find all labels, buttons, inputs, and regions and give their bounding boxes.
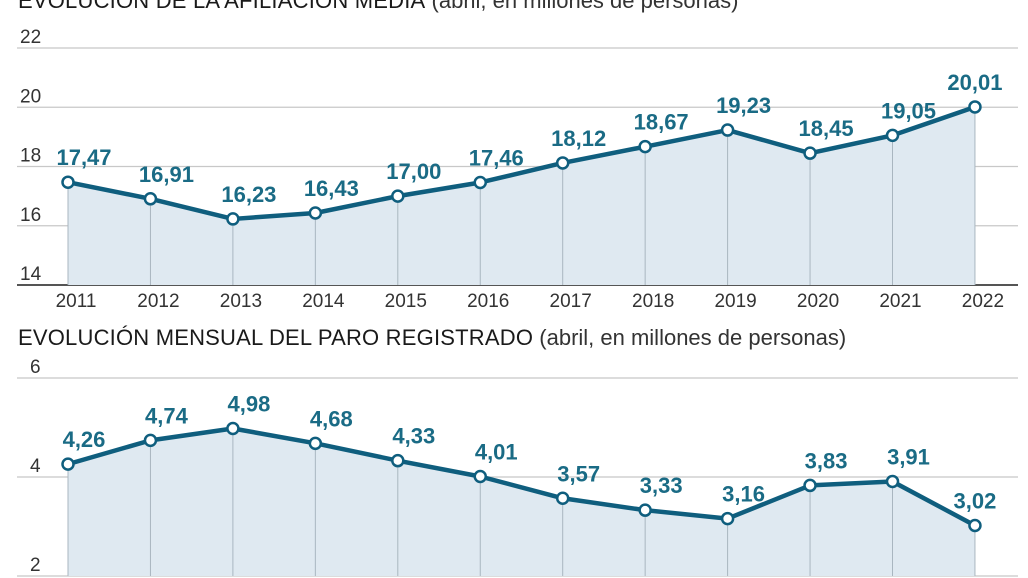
x-tick-label: 2021	[879, 291, 921, 312]
data-point	[391, 189, 405, 203]
chart-title-afiliacion: EVOLUCIÓN DE LA AFILIACIÓN MEDIA (abril,…	[18, 0, 738, 14]
title-subtitle: (abril, en millones de personas)	[431, 0, 739, 13]
data-label: 3,33	[640, 473, 683, 498]
x-tick-label: 2013	[220, 291, 262, 312]
data-label: 18,45	[799, 116, 854, 141]
y-tick-label: 22	[20, 27, 41, 48]
data-label: 20,01	[947, 70, 1002, 95]
data-point	[885, 128, 900, 143]
data-label: 4,68	[310, 406, 353, 431]
data-label: 19,23	[716, 93, 771, 118]
data-point	[308, 206, 323, 220]
data-point	[638, 139, 652, 154]
x-tick-label: 2019	[714, 291, 756, 312]
title-main: EVOLUCIÓN MENSUAL DEL PARO REGISTRADO	[18, 325, 534, 350]
title-subtitle: (abril, en millones de personas)	[539, 325, 847, 350]
x-tick-label: 2022	[962, 291, 1004, 312]
data-point	[885, 474, 900, 489]
data-point	[968, 518, 982, 533]
data-label: 3,91	[887, 444, 930, 469]
y-tick-label: 14	[20, 264, 42, 285]
data-label: 3,57	[557, 461, 600, 486]
x-tick-label: 2012	[137, 291, 179, 312]
y-tick-label: 4	[30, 456, 41, 477]
data-point	[143, 433, 158, 448]
x-tick-label: 2016	[467, 291, 509, 312]
data-point	[803, 146, 817, 160]
data-point	[61, 175, 75, 189]
y-tick-label: 16	[20, 205, 41, 226]
data-point	[638, 503, 652, 517]
data-label: 3,02	[954, 489, 997, 514]
data-label: 16,43	[304, 176, 359, 201]
data-point	[473, 175, 487, 190]
data-label: 16,91	[139, 162, 194, 187]
data-label: 19,05	[881, 98, 936, 123]
data-point	[226, 212, 240, 226]
data-label: 4,33	[392, 424, 435, 449]
data-label: 17,46	[469, 145, 524, 170]
x-tick-label: 2020	[797, 291, 839, 312]
data-point	[473, 469, 487, 484]
y-tick-label: 18	[20, 146, 41, 167]
data-point	[391, 453, 405, 468]
x-tick-label: 2018	[632, 291, 674, 312]
data-point	[555, 491, 570, 506]
data-label: 3,83	[805, 448, 848, 473]
data-point	[720, 511, 735, 526]
data-label: 4,01	[475, 440, 518, 465]
area-fill	[68, 106, 975, 285]
title-main: EVOLUCIÓN DE LA AFILIACIÓN MEDIA	[18, 0, 426, 13]
data-point	[555, 156, 570, 170]
x-tick-label: 2015	[385, 291, 427, 312]
y-tick-label: 6	[30, 357, 41, 378]
area-fill	[68, 428, 975, 576]
x-tick-label: 2017	[550, 291, 592, 312]
data-label: 4,74	[145, 403, 189, 428]
series-line	[67, 426, 977, 528]
y-tick-label: 20	[20, 86, 41, 107]
data-point	[968, 100, 982, 114]
data-point	[226, 421, 240, 436]
data-point	[143, 192, 158, 206]
data-label: 17,47	[56, 145, 111, 170]
data-point	[61, 457, 75, 471]
data-label: 18,12	[551, 126, 606, 151]
data-label: 4,98	[227, 391, 270, 416]
data-point	[308, 436, 323, 451]
chart-title-paro: EVOLUCIÓN MENSUAL DEL PARO REGISTRADO (a…	[18, 325, 846, 351]
data-label: 18,67	[634, 110, 689, 135]
data-point	[803, 478, 817, 493]
data-point	[720, 123, 735, 137]
data-label: 17,00	[386, 159, 441, 184]
data-label: 16,23	[221, 182, 276, 207]
y-tick-label: 2	[30, 555, 41, 576]
series-line	[67, 104, 976, 222]
data-label: 3,16	[722, 482, 765, 507]
x-tick-label: 2011	[56, 291, 97, 312]
data-label: 4,26	[63, 427, 106, 452]
x-tick-label: 2014	[302, 291, 345, 312]
